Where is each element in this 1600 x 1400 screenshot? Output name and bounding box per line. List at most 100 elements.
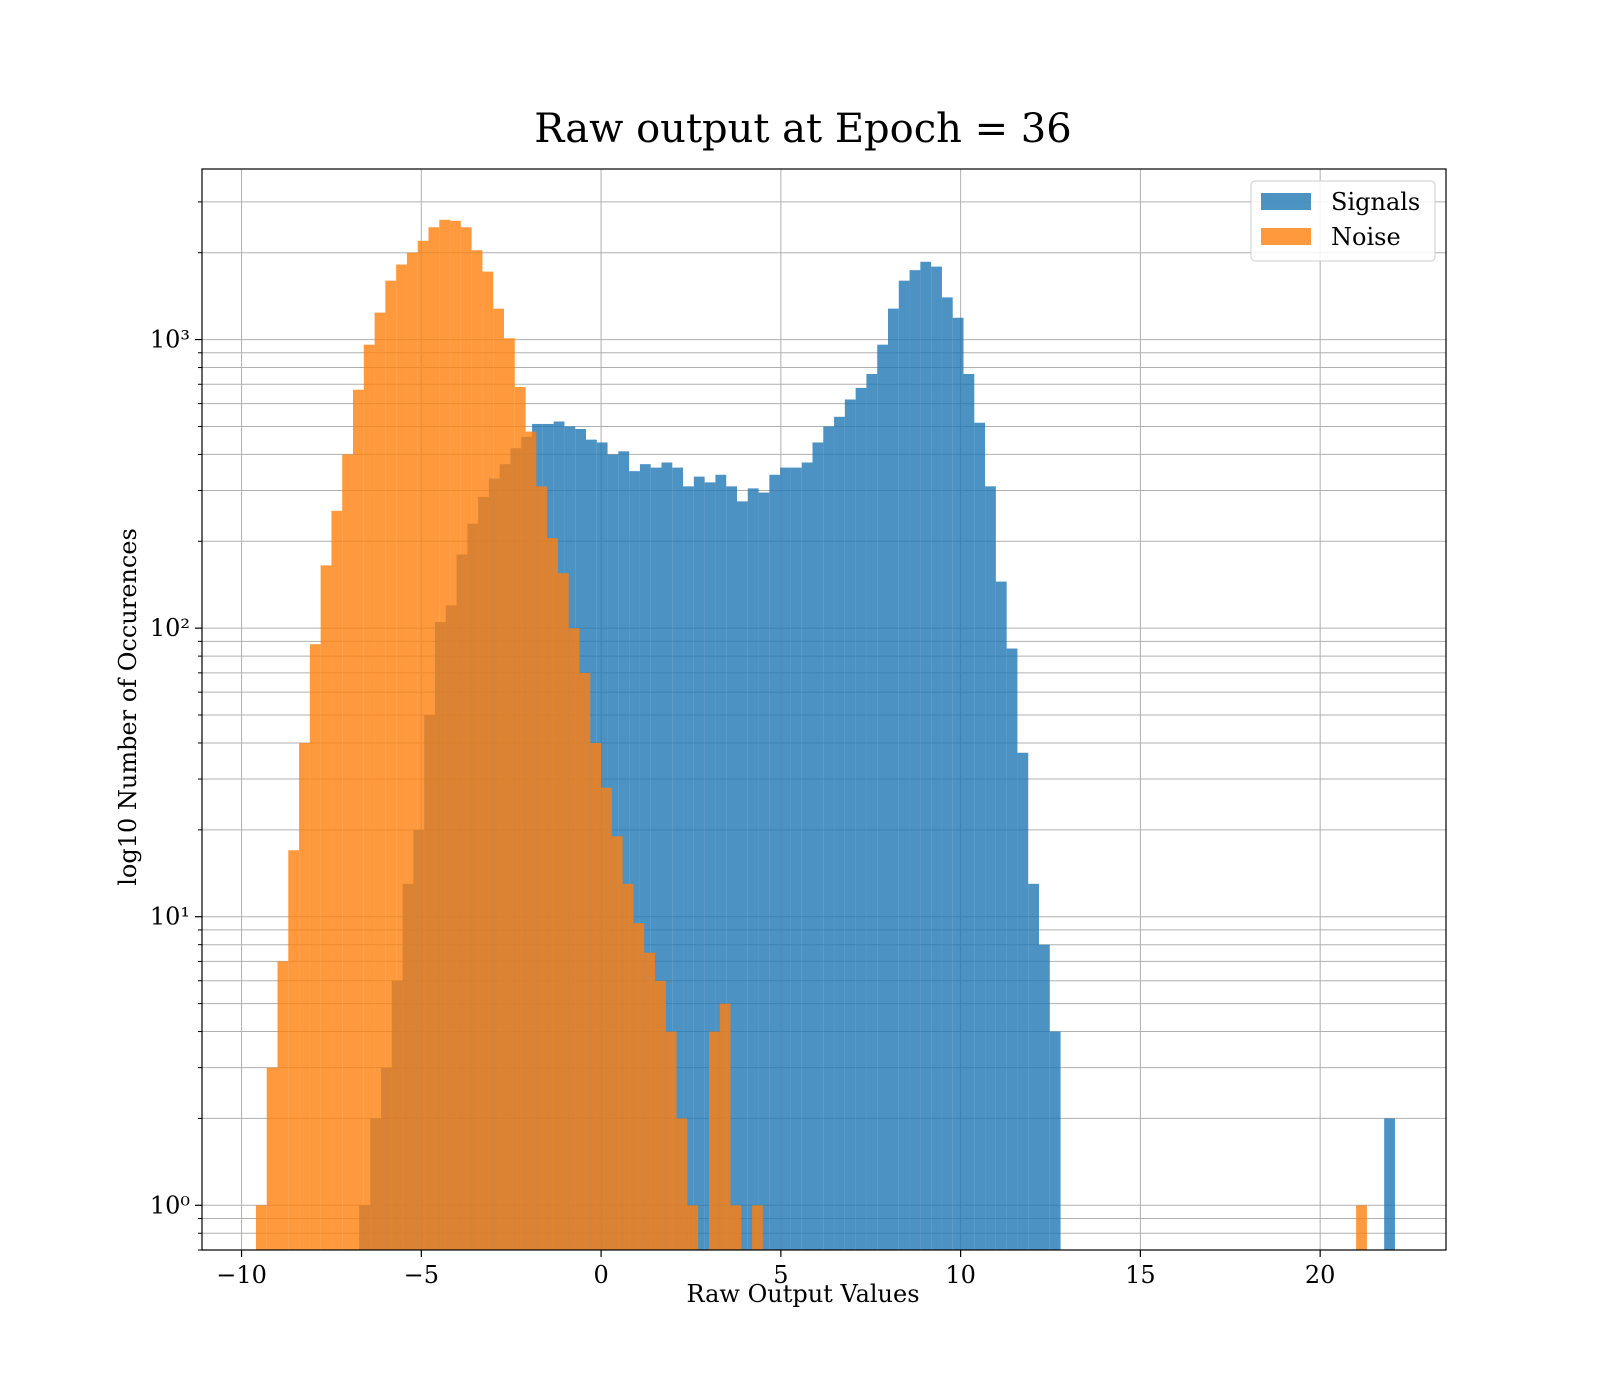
- bar-noise: [374, 312, 386, 1250]
- bar-signals: [995, 581, 1007, 1250]
- y-tick-label: 10²: [150, 614, 190, 642]
- bar-signals: [672, 467, 684, 1250]
- bar-noise: [396, 264, 407, 1250]
- bar-noise: [428, 227, 440, 1250]
- bar-signals: [769, 474, 781, 1251]
- bar-noise: [450, 220, 461, 1250]
- bar-signals: [1049, 1031, 1061, 1250]
- bar-signals: [747, 488, 759, 1250]
- bar-signals: [618, 451, 630, 1250]
- y-tick-label: 10³: [150, 326, 190, 354]
- x-tick-label: 20: [1305, 1261, 1336, 1289]
- bar-noise: [342, 454, 354, 1250]
- bar-signals: [974, 422, 986, 1250]
- bar-signals: [834, 416, 845, 1250]
- bar-noise: [309, 644, 321, 1250]
- bar-noise: [406, 252, 418, 1250]
- bar-signals: [812, 442, 824, 1250]
- bar-signals: [650, 467, 662, 1250]
- bar-noise: [579, 672, 591, 1250]
- bar-noise: [525, 431, 537, 1250]
- bar-signals: [801, 462, 813, 1250]
- bar-noise: [752, 1205, 763, 1250]
- bar-signals: [898, 280, 910, 1250]
- bar-signals: [639, 464, 651, 1250]
- bar-noise: [536, 486, 548, 1251]
- bar-noise: [493, 308, 505, 1250]
- bar-noise: [266, 1067, 278, 1250]
- x-axis-label: Raw Output Values: [686, 1280, 919, 1308]
- chart-title: Raw output at Epoch = 36: [534, 106, 1071, 152]
- bar-signals: [726, 486, 737, 1251]
- plot-frame: [201, 168, 1447, 1251]
- bar-noise: [557, 573, 569, 1250]
- bar-signals: [629, 471, 640, 1251]
- bar-signals: [1384, 1118, 1395, 1250]
- bar-noise: [568, 628, 580, 1250]
- bar-noise: [708, 1031, 720, 1250]
- bar-signals: [780, 467, 791, 1250]
- bar-noise: [320, 565, 332, 1250]
- bar-signals: [758, 492, 770, 1250]
- bar-signals: [704, 482, 716, 1250]
- bar-signals: [1039, 944, 1050, 1250]
- bar-noise: [331, 510, 343, 1251]
- bar-noise: [363, 344, 375, 1250]
- bar-signals: [985, 486, 996, 1251]
- bar-noise: [719, 1003, 731, 1250]
- bar-signals: [1028, 883, 1040, 1250]
- bar-signals: [790, 467, 802, 1250]
- bar-signals: [952, 317, 964, 1250]
- x-tick-label: 15: [1125, 1261, 1156, 1289]
- bar-noise: [353, 389, 364, 1250]
- bar-signals: [683, 486, 694, 1251]
- bar-noise: [482, 271, 494, 1250]
- histogram-bars: [255, 219, 1395, 1251]
- bar-noise: [590, 742, 602, 1250]
- legend-swatch-noise: [1261, 228, 1311, 245]
- bar-noise: [687, 1205, 699, 1250]
- bar-noise: [439, 219, 451, 1250]
- bar-signals: [693, 476, 705, 1250]
- series-noise-bars: [255, 219, 1367, 1251]
- bar-noise: [730, 1205, 742, 1250]
- bar-noise: [460, 227, 472, 1250]
- bar-noise: [622, 883, 634, 1250]
- bar-signals: [941, 297, 953, 1250]
- y-tick-label: 10⁰: [150, 1191, 190, 1219]
- bar-noise: [547, 538, 558, 1250]
- bar-signals: [909, 270, 921, 1250]
- x-tick-label: 10: [945, 1261, 976, 1289]
- legend-label-noise: Noise: [1331, 223, 1401, 251]
- bar-signals: [1017, 752, 1029, 1250]
- bar-signals: [855, 387, 867, 1251]
- legend: Signals Noise: [1250, 180, 1436, 262]
- bar-signals: [866, 373, 878, 1250]
- bar-noise: [417, 240, 429, 1251]
- bar-signals: [736, 501, 748, 1250]
- bar-noise: [655, 980, 666, 1250]
- bar-signals: [920, 261, 932, 1250]
- y-tick-label: 10¹: [150, 903, 190, 931]
- y-axis-label: log10 Number of Occurences: [114, 528, 142, 886]
- bar-noise: [299, 742, 310, 1250]
- bar-noise: [255, 1205, 267, 1250]
- bar-signals: [844, 399, 856, 1251]
- x-tick-label: −10: [216, 1261, 267, 1289]
- bar-signals: [877, 344, 888, 1250]
- bar-signals: [931, 266, 942, 1250]
- bar-noise: [676, 1118, 688, 1250]
- bar-signals: [963, 373, 975, 1250]
- bar-noise: [277, 961, 289, 1250]
- x-tick-label: 5: [773, 1261, 788, 1289]
- bar-noise: [514, 386, 526, 1250]
- bar-noise: [665, 1031, 677, 1250]
- bar-noise: [644, 952, 656, 1250]
- bar-noise: [504, 338, 515, 1250]
- bar-noise: [288, 850, 300, 1250]
- bar-noise: [471, 250, 483, 1250]
- x-tick-label: −5: [404, 1261, 439, 1289]
- bar-noise: [601, 787, 612, 1250]
